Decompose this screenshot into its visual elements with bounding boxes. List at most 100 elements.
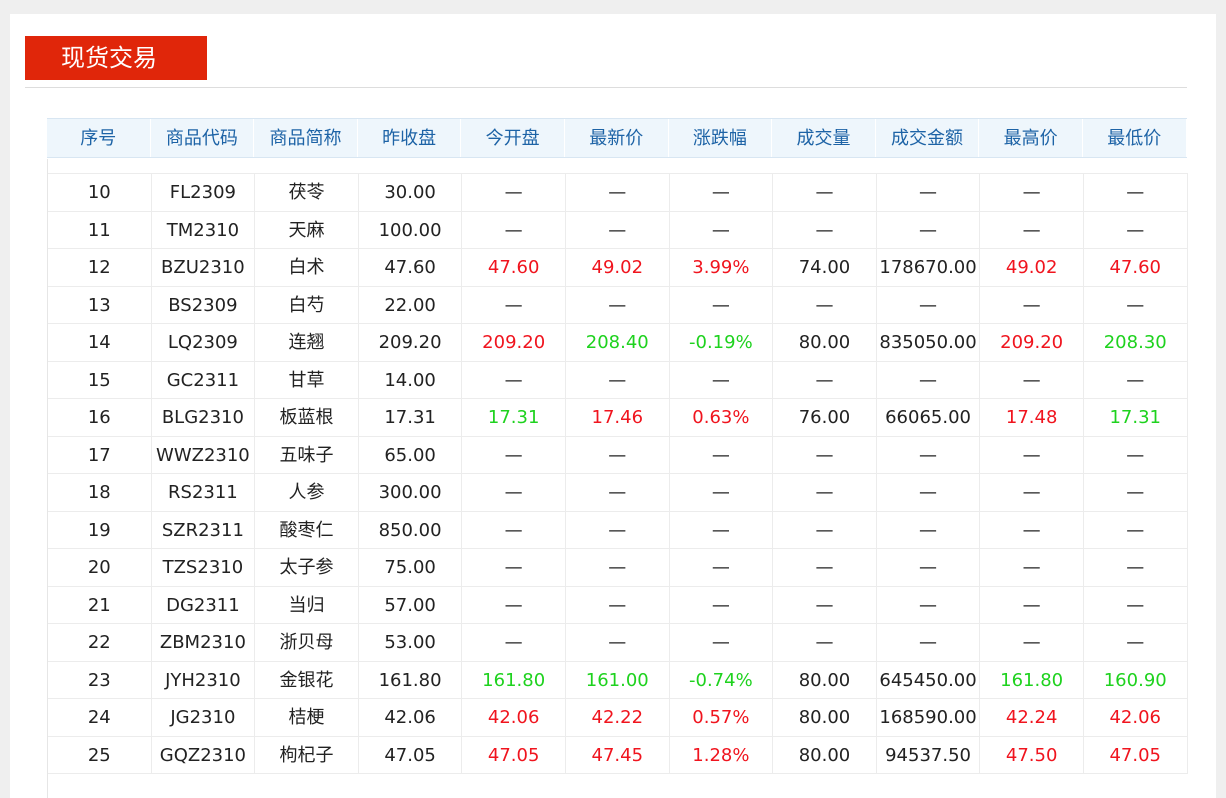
table-cell: 人参 [255, 474, 359, 511]
table-cell: — [566, 586, 670, 623]
table-row: 23 JYH2310 金银花 161.80 161.80 161.00 -0.74% 80.0… [48, 661, 1188, 699]
table-cell: 太子参 [255, 549, 359, 586]
table-cell: 47.50 [980, 736, 1084, 773]
table-cell: 168590.00 [877, 699, 981, 736]
table-cell: — [462, 549, 566, 586]
table-cell: 17 [48, 436, 152, 473]
table-cell: 49.02 [566, 249, 670, 286]
table-cell: 208.30 [1084, 324, 1188, 361]
table-cell: 板蓝根 [255, 399, 359, 436]
table-cell: 74.00 [773, 249, 877, 286]
table-cell: 15 [48, 361, 152, 398]
table-cell: 21 [48, 586, 152, 623]
table-cell: SZR2311 [152, 511, 256, 548]
table-cell: — [1084, 211, 1188, 248]
table-cell: — [877, 286, 981, 323]
table-cell: LQ2309 [152, 324, 256, 361]
table-cell: 10 [48, 174, 152, 211]
table-cell: 80.00 [773, 699, 877, 736]
panel: 现货交易 序号 商品代码 商品简称 昨收盘 今开盘 最新价 涨跌幅 成交量 成交金额 最高价 最低价… [10, 14, 1216, 798]
table-cell: 13 [48, 286, 152, 323]
table-cell: — [462, 436, 566, 473]
column-header: 成交金额 [876, 119, 980, 157]
table-cell: — [1084, 511, 1188, 548]
table-cell: -0.19% [670, 324, 774, 361]
table-cell: 161.80 [980, 661, 1084, 698]
table-cell: 23 [48, 661, 152, 698]
table-cell: WWZ2310 [152, 436, 256, 473]
table-cell: 17.31 [359, 399, 463, 436]
table-cell: — [566, 361, 670, 398]
table-cell: 161.00 [566, 661, 670, 698]
table-cell: 12 [48, 249, 152, 286]
table-cell: — [670, 211, 774, 248]
table-cell: JYH2310 [152, 661, 256, 698]
table-cell: 3.99% [670, 249, 774, 286]
table-cell: — [1084, 286, 1188, 323]
table-cell: — [566, 474, 670, 511]
table-cell: — [980, 361, 1084, 398]
table-cell: — [462, 474, 566, 511]
table-cell: FL2309 [152, 174, 256, 211]
table-cell: — [462, 286, 566, 323]
table-cell: — [980, 586, 1084, 623]
table-cell: 53.00 [359, 624, 463, 661]
table-cell: 22.00 [359, 286, 463, 323]
table-cell: — [670, 511, 774, 548]
table-cell: 47.45 [566, 736, 670, 773]
table-cell: 17.48 [980, 399, 1084, 436]
table-cell: — [1084, 174, 1188, 211]
clipped-row [48, 159, 1188, 174]
column-header: 商品简称 [254, 119, 358, 157]
table-row: 16 BLG2310 板蓝根 17.31 17.31 17.46 0.63% 76.00 660… [48, 399, 1188, 437]
table-cell: — [566, 511, 670, 548]
table-cell: 47.05 [359, 736, 463, 773]
table-cell: 金银花 [255, 661, 359, 698]
table-cell: 47.60 [1084, 249, 1188, 286]
table-cell: 白芍 [255, 286, 359, 323]
table-cell: 30.00 [359, 174, 463, 211]
table-cell: 47.05 [1084, 736, 1188, 773]
table-cell: — [1084, 474, 1188, 511]
table-cell: — [566, 549, 670, 586]
table-cell: 42.06 [359, 699, 463, 736]
table-cell: 连翘 [255, 324, 359, 361]
table-cell: — [877, 361, 981, 398]
table-cell: — [566, 174, 670, 211]
table-cell: 42.06 [1084, 699, 1188, 736]
table-row: 25 GQZ2310 枸杞子 47.05 47.05 47.45 1.28% 80.00 945… [48, 736, 1188, 774]
column-header: 今开盘 [461, 119, 565, 157]
column-header: 序号 [47, 119, 151, 157]
table-cell: 18 [48, 474, 152, 511]
table-cell: — [670, 436, 774, 473]
table-cell: ZBM2310 [152, 624, 256, 661]
table-cell: — [773, 174, 877, 211]
table-cell: 20 [48, 549, 152, 586]
table-cell: BLG2310 [152, 399, 256, 436]
table-cell: — [980, 511, 1084, 548]
table-cell: 209.20 [980, 324, 1084, 361]
table-row: 21 DG2311 当归 57.00— — — — — — — [48, 586, 1188, 624]
table-cell: BZU2310 [152, 249, 256, 286]
table-cell: 25 [48, 736, 152, 773]
table-cell: 94537.50 [877, 736, 981, 773]
table-cell: 14.00 [359, 361, 463, 398]
table-cell: GQZ2310 [152, 736, 256, 773]
table-cell: 22 [48, 624, 152, 661]
table-cell: 0.57% [670, 699, 774, 736]
table-cell: 47.60 [359, 249, 463, 286]
table-cell: — [877, 511, 981, 548]
table-cell: — [566, 436, 670, 473]
table-cell: — [773, 436, 877, 473]
section-tab[interactable]: 现货交易 [25, 36, 207, 80]
table-cell: 66065.00 [877, 399, 981, 436]
table-cell: — [670, 586, 774, 623]
column-header: 涨跌幅 [669, 119, 773, 157]
table-cell: -0.74% [670, 661, 774, 698]
divider [25, 87, 1187, 88]
table-cell: — [670, 549, 774, 586]
table-row: 19 SZR2311 酸枣仁 850.00— — — — — — — [48, 511, 1188, 549]
table-cell: 11 [48, 211, 152, 248]
table-cell: 酸枣仁 [255, 511, 359, 548]
table-cell: 49.02 [980, 249, 1084, 286]
